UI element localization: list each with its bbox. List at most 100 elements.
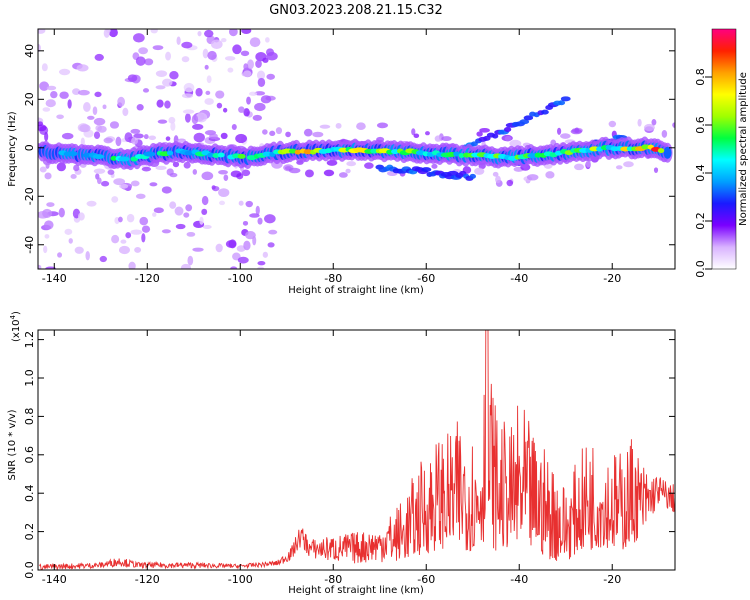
spectrogram-speckle	[130, 180, 140, 187]
spectrogram-speckle	[219, 200, 226, 206]
snr-y-tick-label: 0.4	[23, 484, 36, 502]
snr-x-tick-label: -80	[324, 573, 342, 586]
spectrogram-speckle	[218, 188, 230, 198]
spectrogram-speckle	[474, 167, 485, 175]
spectrogram-speckle	[264, 214, 276, 224]
spectrogram-speckle	[64, 228, 73, 235]
spectrogram-speckle	[247, 59, 254, 70]
spectrogram-branch-mark	[523, 115, 534, 121]
spectrogram-speckle	[643, 123, 655, 132]
spectrogram-branch-mark	[558, 100, 566, 106]
snr-y-tick-label: 1.0	[23, 369, 36, 387]
spectrogram-speckle	[128, 261, 136, 269]
spectrogram-core-mark	[166, 150, 174, 156]
spectrogram-speckle	[136, 104, 144, 111]
spectrogram-panel: -140 -120 -100 -80 -60 -40 -20 -40 -20 0 20 40 Hei…	[7, 28, 676, 296]
spectrogram-core-mark	[217, 152, 225, 158]
spectrogram-speckle	[134, 246, 142, 253]
spectrogram-speckle	[127, 74, 138, 82]
spectrogram-speckle	[43, 220, 54, 230]
spectrogram-speckle	[257, 260, 266, 266]
spectrogram-speckle	[108, 29, 118, 38]
spectrogram-speckle	[204, 29, 214, 38]
spectrogram-branch-mark	[519, 119, 530, 125]
spectrogram-speckle	[195, 87, 203, 97]
spectrogram-speckle	[162, 78, 173, 87]
spectrogram-speckle	[434, 135, 442, 142]
spectrogram-speckle	[56, 162, 67, 172]
spectrogram-speckle	[183, 82, 195, 93]
spectrogram-core-mark	[294, 149, 302, 155]
snr-frame	[37, 329, 676, 571]
spectrogram-speckle	[585, 160, 591, 168]
spectrogram-speckle	[165, 51, 172, 61]
spectrogram-speckle	[254, 91, 266, 96]
spectrogram-speckle	[376, 122, 389, 129]
spectrogram-speckle	[94, 53, 104, 61]
spectrogram-speckle	[93, 168, 106, 174]
spectrogram-speckle	[335, 122, 342, 129]
spectrogram-speckle	[476, 131, 483, 137]
spectrogram-speckle	[155, 85, 166, 90]
spectrogram-speckle	[77, 89, 90, 96]
spectrogram-speckle	[94, 91, 102, 98]
spectrogram-speckle	[80, 137, 85, 147]
spectrogram-speckle	[181, 41, 193, 49]
spectrogram-speckle	[220, 132, 228, 140]
spectrogram-speckle	[241, 29, 252, 35]
spectrogram-speckle	[204, 64, 209, 70]
spectrogram-speckle	[131, 137, 139, 145]
spectrogram-speckle	[238, 200, 244, 206]
spectrogram-speckle	[265, 37, 270, 43]
spectrogram-speckle	[183, 161, 191, 169]
spectrogram-speckle	[305, 169, 314, 178]
spectrogram-speckle	[135, 193, 146, 199]
spectrogram-x-tick-label: -20	[603, 272, 621, 285]
spectrogram-speckle	[255, 59, 262, 68]
spectrogram-speckle	[175, 223, 186, 230]
spectrogram-speckle	[257, 217, 263, 225]
spectrogram-speckle	[155, 165, 167, 171]
spectrogram-speckle	[230, 266, 238, 269]
spectrogram-core-mark	[110, 155, 118, 161]
spectrogram-speckle	[237, 256, 249, 264]
colorbar-label: Normalized spectral amplitude	[738, 72, 749, 226]
snr-y-tick-label: 0.6	[23, 446, 36, 464]
spectrogram-speckle	[130, 128, 141, 134]
spectrogram-speckle	[211, 185, 216, 190]
spectrogram-x-axis-label: Height of straight line (km)	[288, 285, 424, 296]
spectrogram-speckle	[58, 68, 71, 76]
colorbar-ticks: 0.0 0.2 0.4 0.6 0.8	[694, 68, 712, 278]
spectrogram-speckle	[156, 99, 164, 108]
spectrogram-speckle	[118, 216, 123, 223]
spectrogram-branch-mark	[503, 126, 512, 132]
spectrogram-y-ticks: -40 -20 0 20 40	[23, 44, 675, 254]
spectrogram-speckle	[495, 175, 501, 184]
spectrogram-speckle	[326, 159, 338, 166]
spectrogram-speckle	[573, 163, 585, 171]
spectrogram-speckle	[275, 127, 283, 135]
spectrogram-core-mark	[391, 149, 400, 155]
spectrogram-speckle	[661, 129, 668, 138]
spectrogram-speckle	[193, 132, 205, 143]
spectrogram-speckle	[215, 90, 225, 99]
snr-x-tick-label: -140	[42, 573, 67, 586]
spectrogram-speckle	[195, 112, 208, 123]
spectrogram-speckle	[83, 102, 91, 113]
spectrogram-speckle	[143, 134, 149, 140]
snr-x-ticks: -140 -120 -100 -80 -60 -40 -20	[42, 330, 621, 586]
spectrogram-speckle	[479, 127, 490, 133]
spectrogram-speckle	[356, 122, 366, 131]
spectrogram-speckle	[265, 48, 275, 56]
spectrogram-speckle	[254, 102, 266, 112]
spectrogram-speckle	[192, 123, 204, 130]
spectrogram-speckle	[76, 64, 89, 72]
spectrogram-speckle	[199, 216, 204, 225]
spectrogram-speckle	[216, 102, 223, 109]
spectrogram-speckle	[45, 162, 50, 169]
spectrogram-speckle	[235, 133, 247, 144]
spectrogram-speckle	[124, 132, 133, 143]
snr-y-tick-label: 0.2	[23, 523, 36, 541]
spectrogram-speckle	[243, 63, 249, 71]
